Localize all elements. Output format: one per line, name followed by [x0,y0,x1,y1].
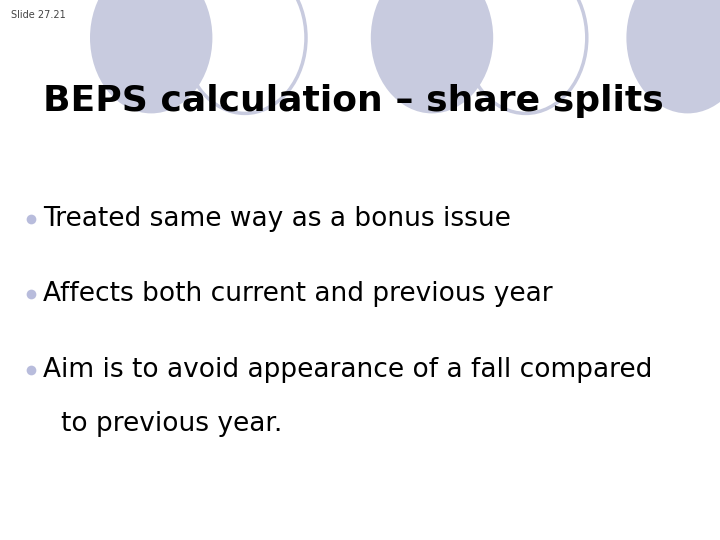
Text: Treated same way as a bonus issue: Treated same way as a bonus issue [43,206,511,232]
Text: Slide 27.21: Slide 27.21 [11,10,66,20]
Text: Aim is to avoid appearance of a fall compared: Aim is to avoid appearance of a fall com… [43,357,652,383]
Ellipse shape [371,0,493,113]
Ellipse shape [90,0,212,113]
Text: Affects both current and previous year: Affects both current and previous year [43,281,553,307]
Ellipse shape [626,0,720,113]
Text: to previous year.: to previous year. [61,411,282,437]
Text: BEPS calculation – share splits: BEPS calculation – share splits [43,84,664,118]
